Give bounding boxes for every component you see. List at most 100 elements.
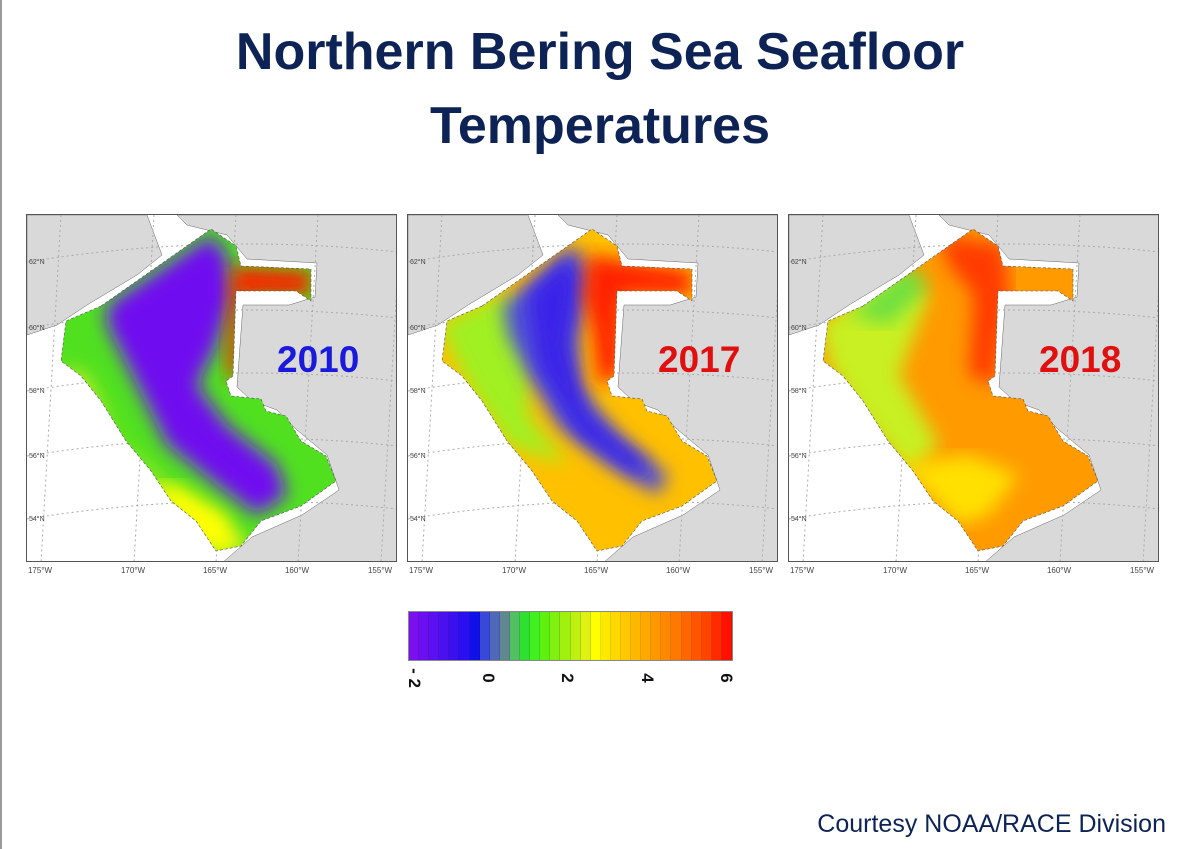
latitude-label: 58°N (791, 388, 807, 395)
colorbar-swatch (560, 612, 571, 660)
temperature-colorbar (408, 611, 733, 661)
temperature-map-2010: 2010 62°N 60°N 58°N 56°N 54°N (26, 214, 397, 562)
latitude-label: 54°N (410, 516, 426, 523)
survey-boundary (441, 228, 718, 552)
longitude-label: 175°W (789, 566, 815, 575)
survey-boundary (822, 228, 1099, 552)
latitude-label: 60°N (410, 325, 426, 332)
longitude-label: 155°W (367, 566, 393, 575)
latitude-label: 60°N (791, 325, 807, 332)
colorbar-swatch (610, 612, 621, 660)
temperature-field (442, 229, 717, 551)
longitude-label: 170°W (120, 566, 146, 575)
colorbar-swatch (681, 612, 692, 660)
colorbar-swatch (721, 612, 732, 660)
longitude-gridline (1142, 293, 1158, 561)
colorbar-swatch (550, 612, 561, 660)
latitude-label: 60°N (29, 325, 45, 332)
colorbar-swatch (439, 612, 450, 660)
colorbar-swatch (711, 612, 722, 660)
longitude-gridline (761, 293, 777, 561)
colorbar-tick-label: 4 (637, 673, 657, 683)
survey-boundary (60, 228, 337, 552)
land-siberia (789, 215, 925, 336)
colorbar-swatch (530, 612, 541, 660)
colorbar-swatch (570, 612, 581, 660)
colorbar-swatch (701, 612, 712, 660)
colorbar-swatch (620, 612, 632, 660)
colorbar-swatch (651, 612, 662, 660)
colorbar-tick-label: 2 (558, 673, 577, 683)
temperature-zone (107, 235, 287, 515)
land-alaska (938, 215, 1158, 561)
longitude-label: 165°W (583, 566, 609, 575)
temperature-map-2018: 2018 62°N 60°N 58°N 56°N 54°N (788, 214, 1159, 562)
year-label: 2018 (1039, 339, 1122, 380)
temperature-zone (823, 275, 939, 475)
page-title: Northern Bering Sea Seafloor (235, 23, 965, 81)
longitude-gridline (133, 215, 155, 561)
longitude-gridline (380, 293, 396, 561)
temperature-map-2017: 2017 62°N 60°N 58°N 56°N 54°N (407, 214, 778, 562)
land-siberia (408, 215, 544, 336)
latitude-label: 58°N (29, 388, 45, 395)
land-alaska (557, 215, 777, 561)
latitude-label: 58°N (410, 388, 426, 395)
temperature-zone (939, 235, 1009, 385)
longitude-label: 170°W (501, 566, 527, 575)
colorbar-tick-label: - 2 (405, 668, 424, 688)
colorbar-tick-label: 0 (478, 673, 498, 683)
colorbar-swatch (590, 612, 601, 660)
colorbar-swatch (449, 612, 460, 660)
colorbar-swatch (631, 612, 642, 660)
colorbar-swatch (600, 612, 611, 660)
colorbar-swatch (540, 612, 551, 660)
colorbar-swatch (409, 612, 420, 660)
temperature-field (823, 229, 1098, 551)
year-label: 2017 (658, 339, 741, 380)
longitude-label: 165°W (202, 566, 228, 575)
colorbar-swatch (580, 612, 591, 660)
colorbar-swatch (419, 612, 430, 660)
temperature-zone (899, 455, 1019, 525)
longitude-label: 175°W (27, 566, 53, 575)
colorbar-swatch (429, 612, 440, 660)
land-alaska (176, 215, 396, 561)
credit-text: Courtesy NOAA/RACE Division (817, 810, 1166, 838)
temperature-zone (528, 255, 648, 475)
latitude-label: 62°N (29, 259, 45, 266)
left-edge (0, 0, 2, 849)
temperature-zone (583, 255, 692, 385)
latitude-label: 56°N (410, 453, 426, 460)
longitude-gridline (421, 215, 443, 561)
colorbar-swatch (509, 612, 521, 660)
latitude-label: 54°N (791, 516, 807, 523)
land-siberia (27, 215, 163, 336)
temperature-zone (849, 265, 929, 325)
latitude-label: 54°N (29, 516, 45, 523)
latitude-label: 56°N (29, 453, 45, 460)
longitude-gridline (802, 215, 824, 561)
longitude-label: 155°W (748, 566, 774, 575)
colorbar-swatch (671, 612, 682, 660)
colorbar-swatch (520, 612, 531, 660)
colorbar-swatch (499, 612, 510, 660)
longitude-gridline (895, 215, 917, 561)
colorbar-swatch (459, 612, 470, 660)
colorbar-tick-label: 6 (717, 673, 736, 683)
colorbar-swatch (469, 612, 480, 660)
latitude-label: 62°N (791, 259, 807, 266)
longitude-label: 160°W (665, 566, 691, 575)
longitude-label: 160°W (1046, 566, 1072, 575)
temperature-zone (442, 295, 568, 465)
colorbar-swatch (691, 612, 702, 660)
longitude-label: 155°W (1129, 566, 1155, 575)
latitude-label: 62°N (410, 259, 426, 266)
page-title-line2: Temperatures (429, 97, 771, 155)
year-label: 2010 (277, 339, 360, 380)
longitude-gridline (40, 215, 62, 561)
longitude-gridline (514, 215, 536, 561)
colorbar-swatch (479, 612, 490, 660)
colorbar-swatch (641, 612, 652, 660)
longitude-label: 160°W (284, 566, 310, 575)
